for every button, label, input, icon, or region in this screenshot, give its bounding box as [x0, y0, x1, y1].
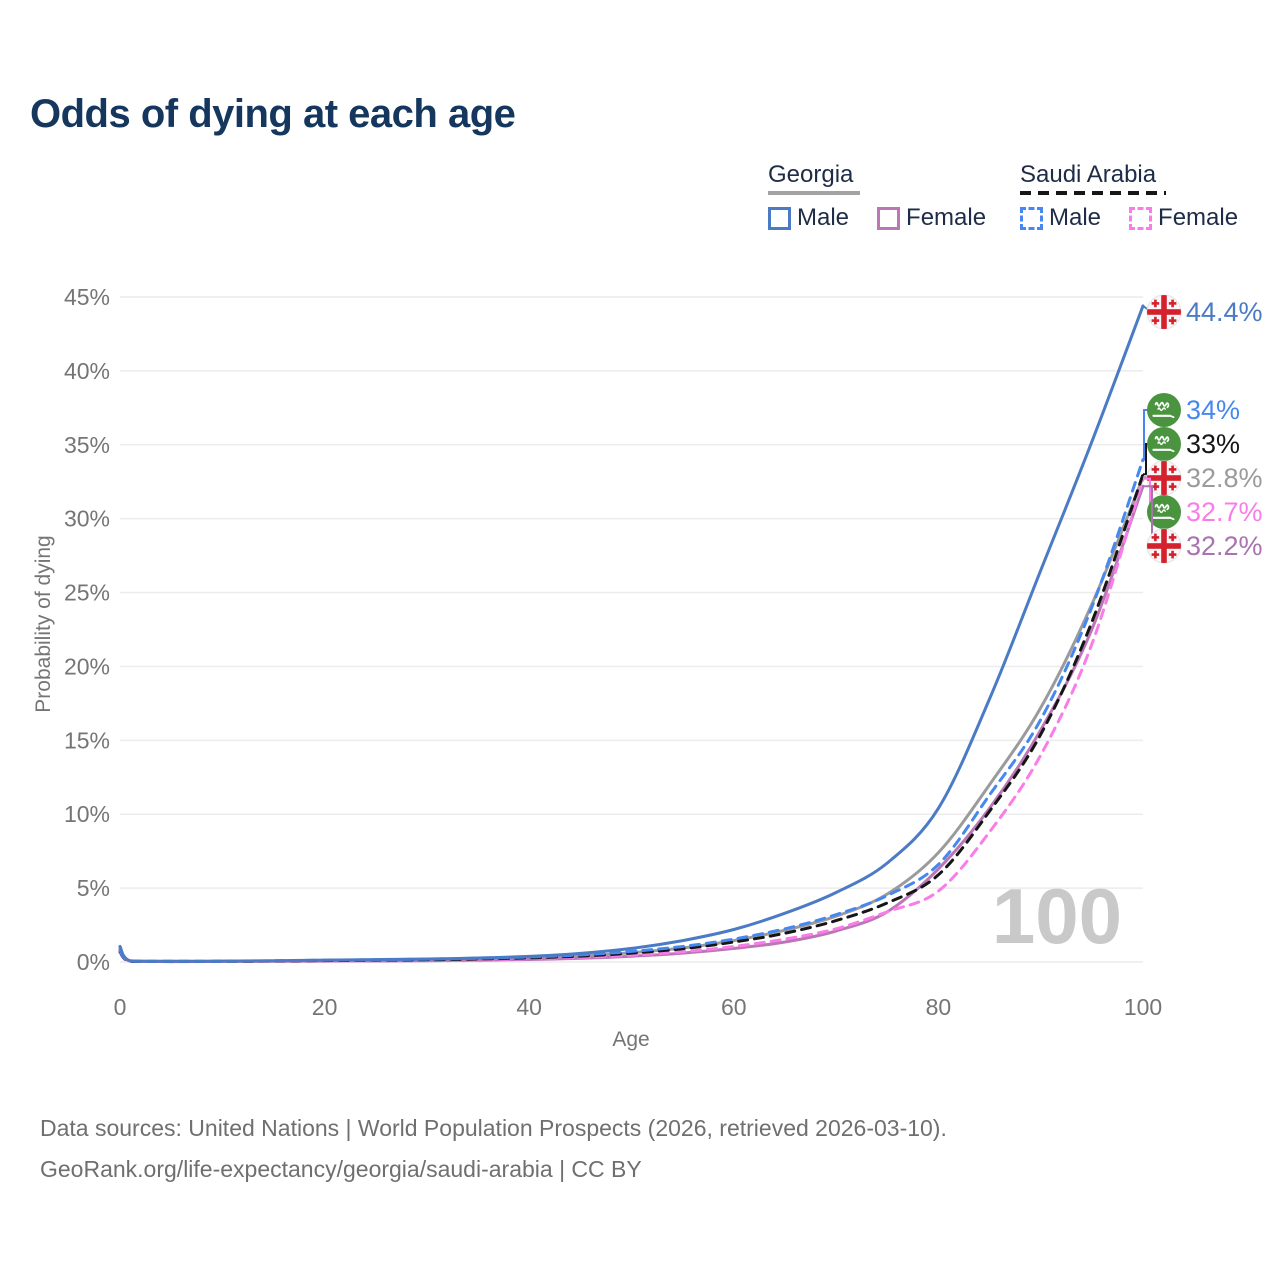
georgia-male-swatch-icon: [768, 206, 791, 230]
page-title: Odds of dying at each age: [30, 92, 516, 136]
mortality-line-chart: 0% 5% 10% 15% 20% 25% 30% 35% 40% 45% 0 20 40 60 80 100…: [64, 284, 1263, 1020]
series-line-saudi-male[interactable]: [118, 458, 1145, 963]
legend-item-georgia-female[interactable]: Female: [877, 204, 986, 232]
y-tick-label: 30%: [64, 506, 110, 532]
end-value-label-georgia-overall: 32.8%: [1186, 463, 1263, 493]
legend-item-saudi-male[interactable]: Male: [1020, 204, 1101, 232]
y-axis-title: Probability of dying: [32, 535, 55, 713]
georgia-female-swatch-icon: [877, 206, 901, 230]
legend-underline-saudi-dashed: [1020, 191, 1166, 195]
legend-group-title-saudi-arabia: Saudi Arabia: [1020, 161, 1157, 188]
y-tick-label: 35%: [64, 432, 110, 458]
end-value-label-georgia-male: 44.4%: [1186, 297, 1263, 327]
end-value-label-saudi-overall: 33%: [1186, 429, 1240, 459]
x-tick-label: 100: [1124, 994, 1162, 1020]
saudi-female-swatch-icon: [1129, 206, 1153, 230]
saudi-arabia-flag-icon: [1147, 495, 1181, 529]
hover-age-indicator: 100: [992, 872, 1122, 960]
legend-group-title-georgia: Georgia: [768, 161, 854, 188]
legend-item-label: Male: [1049, 204, 1102, 231]
x-axis-title: Age: [612, 1028, 650, 1051]
series-line-georgia-female[interactable]: [118, 484, 1145, 964]
x-tick-label: 40: [516, 994, 542, 1020]
georgia-flag-icon: [1146, 528, 1182, 564]
y-tick-label: 10%: [64, 801, 110, 827]
end-label-leader-line: [1143, 477, 1151, 512]
end-value-label-georgia-female: 32.2%: [1186, 531, 1263, 561]
saudi-arabia-flag-icon: [1147, 393, 1181, 427]
end-value-label-saudi-male: 34%: [1186, 395, 1240, 425]
series-line-saudi-female[interactable]: [118, 477, 1145, 964]
legend-underline-georgia-solid: [768, 191, 860, 195]
legend-item-saudi-female[interactable]: Female: [1129, 204, 1238, 232]
y-tick-label: 0%: [77, 949, 110, 975]
data-sources-line: Data sources: United Nations | World Pop…: [40, 1115, 947, 1141]
end-value-label-saudi-female: 32.7%: [1186, 497, 1263, 527]
series-line-georgia-male[interactable]: [118, 304, 1145, 963]
legend-item-label: Male: [797, 204, 850, 231]
footer: Data sources: United Nations | World Pop…: [40, 1108, 947, 1190]
legend-group-saudi-arabia: Saudi Arabia Male Female: [1020, 162, 1238, 232]
y-tick-label: 20%: [64, 653, 110, 679]
y-tick-label: 45%: [64, 284, 110, 310]
saudi-arabia-flag-icon: [1147, 427, 1181, 461]
x-tick-label: 20: [312, 994, 338, 1020]
x-tick-label: 60: [721, 994, 747, 1020]
y-tick-label: 15%: [64, 727, 110, 753]
y-tick-label: 40%: [64, 358, 110, 384]
attribution-line: GeoRank.org/life-expectancy/georgia/saud…: [40, 1156, 642, 1182]
y-tick-label: 5%: [77, 875, 110, 901]
x-tick-label: 0: [114, 994, 127, 1020]
legend-group-georgia: Georgia Male Female: [768, 162, 986, 232]
x-tick-label: 80: [926, 994, 952, 1020]
legend-item-label: Female: [1158, 204, 1239, 231]
legend-item-georgia-male[interactable]: Male: [768, 204, 849, 232]
y-tick-label: 25%: [64, 580, 110, 606]
saudi-male-swatch-icon: [1020, 206, 1043, 230]
georgia-flag-icon: [1146, 294, 1182, 330]
legend-item-label: Female: [906, 204, 987, 231]
